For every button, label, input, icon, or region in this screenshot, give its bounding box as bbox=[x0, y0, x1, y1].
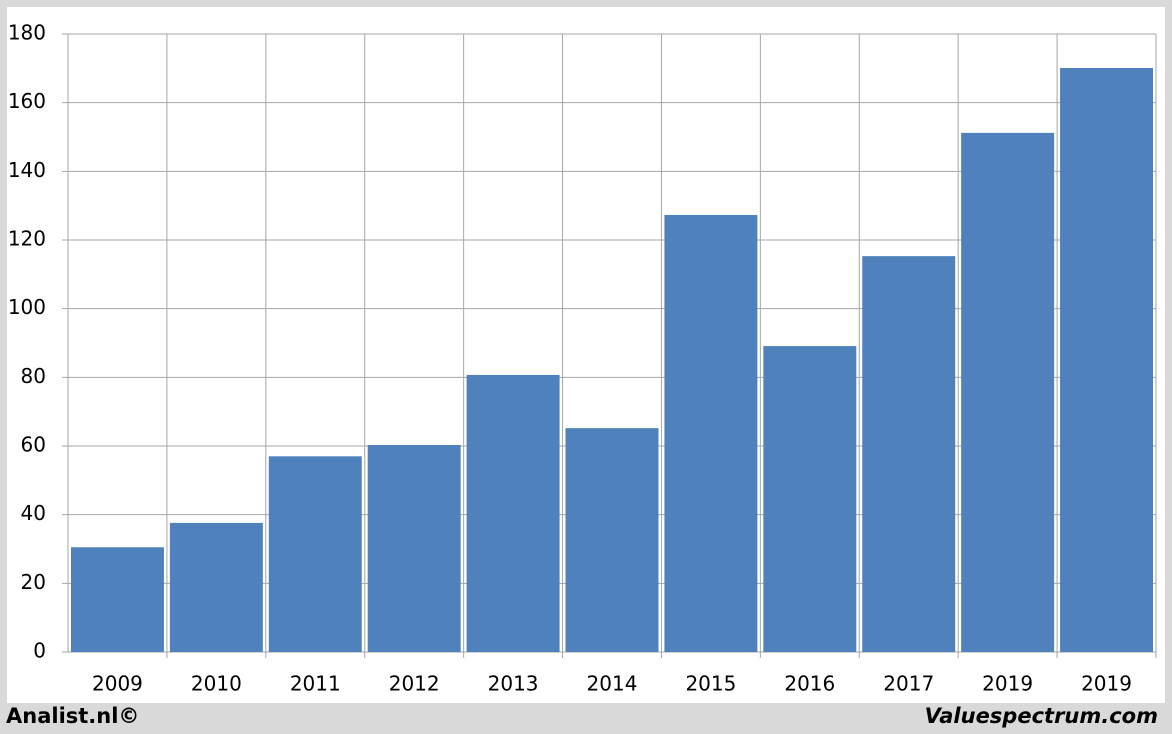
x-tick-label: 2010 bbox=[191, 672, 242, 696]
x-tick-label: 2009 bbox=[92, 672, 143, 696]
bar bbox=[862, 256, 956, 652]
x-tick-label: 2019 bbox=[982, 672, 1033, 696]
y-tick-label: 80 bbox=[21, 364, 46, 388]
bar bbox=[169, 522, 263, 652]
bar bbox=[565, 428, 659, 652]
x-tick-label: 2019 bbox=[1081, 672, 1132, 696]
x-tick-label: 2012 bbox=[389, 672, 440, 696]
x-tick-label: 2016 bbox=[784, 672, 835, 696]
y-tick-label: 60 bbox=[21, 433, 46, 457]
bar bbox=[367, 444, 461, 652]
x-tick-label: 2017 bbox=[883, 672, 934, 696]
y-tick-label: 120 bbox=[8, 227, 46, 251]
y-tick-label: 140 bbox=[8, 158, 46, 182]
y-tick-label: 40 bbox=[21, 501, 46, 525]
y-tick-label: 0 bbox=[33, 639, 46, 663]
bar bbox=[70, 547, 164, 652]
bar bbox=[961, 132, 1055, 652]
bar bbox=[268, 456, 362, 652]
y-tick-label: 160 bbox=[8, 89, 46, 113]
bar bbox=[466, 374, 560, 652]
x-tick-label: 2014 bbox=[587, 672, 638, 696]
x-tick-label: 2013 bbox=[488, 672, 539, 696]
x-tick-label: 2015 bbox=[685, 672, 736, 696]
bar bbox=[763, 346, 857, 652]
y-tick-label: 100 bbox=[8, 295, 46, 319]
source-left: Analist.nl© bbox=[6, 704, 139, 728]
bar bbox=[664, 214, 758, 653]
source-right: Valuespectrum.com bbox=[925, 704, 1158, 728]
y-tick-label: 180 bbox=[8, 21, 46, 45]
bar bbox=[1060, 67, 1154, 653]
y-tick-label: 20 bbox=[21, 570, 46, 594]
x-tick-label: 2011 bbox=[290, 672, 341, 696]
